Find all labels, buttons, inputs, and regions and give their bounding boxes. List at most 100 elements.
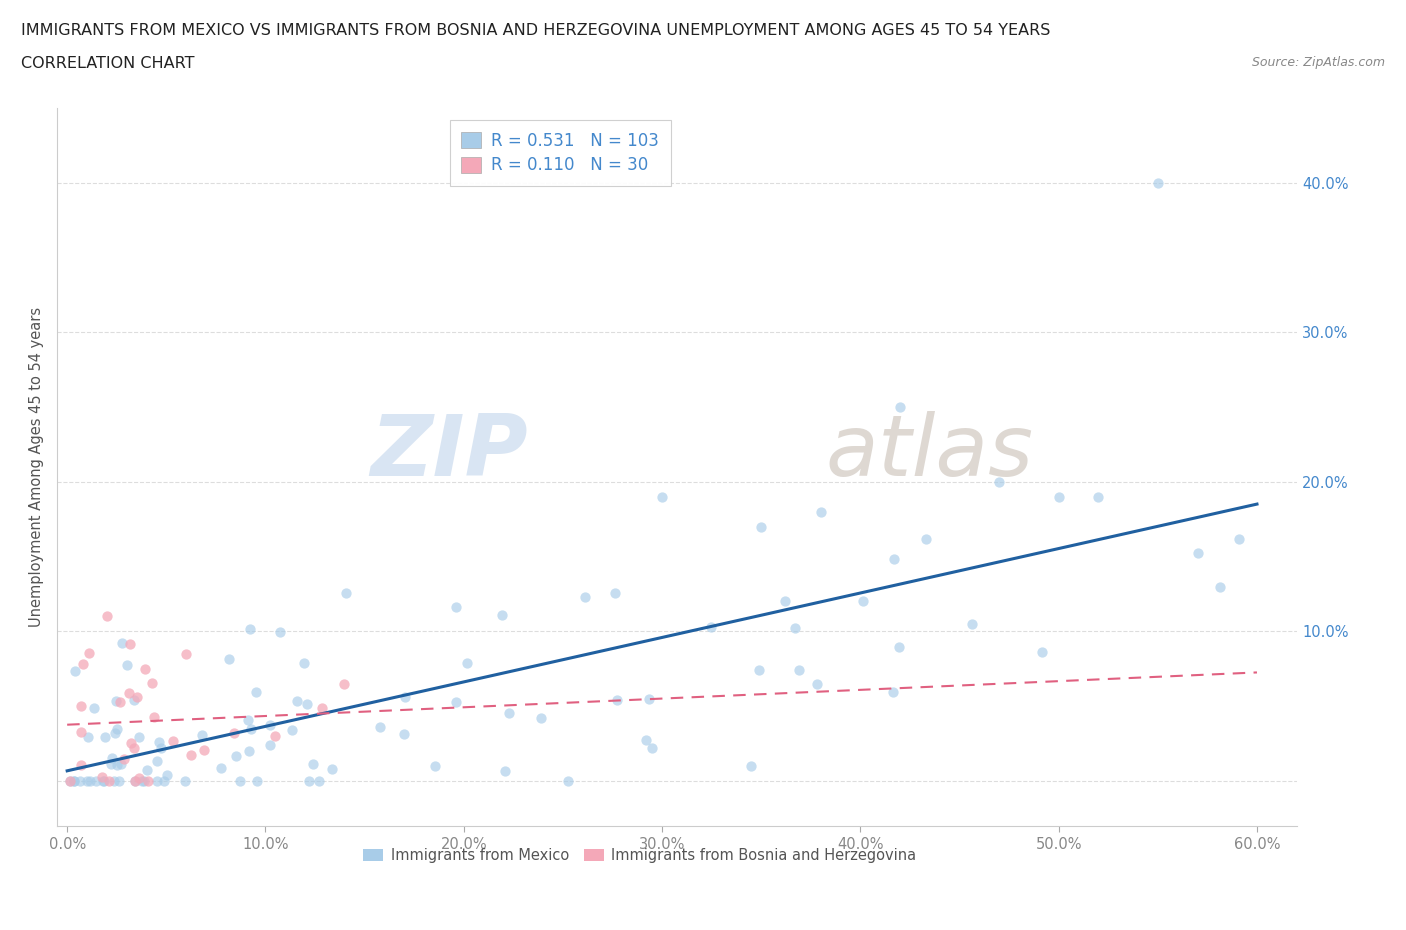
Point: [606, 693, 628, 708]
Point: [83, 700, 105, 715]
Point: [105, 758, 128, 773]
Point: [311, 701, 333, 716]
Point: [142, 711, 165, 725]
Point: [110, 635, 132, 650]
Point: [882, 684, 904, 699]
Point: [191, 727, 214, 742]
Point: [225, 749, 247, 764]
Point: [298, 774, 321, 789]
Point: [125, 690, 148, 705]
Point: [94, 729, 117, 744]
Point: [259, 717, 281, 732]
Point: [651, 489, 673, 504]
Point: [239, 722, 262, 737]
Point: [69, 774, 91, 789]
Legend: Immigrants from Mexico, Immigrants from Bosnia and Herzegovina: Immigrants from Mexico, Immigrants from …: [357, 842, 922, 869]
Point: [105, 722, 128, 737]
Point: [174, 646, 197, 661]
Point: [332, 677, 354, 692]
Point: [122, 692, 145, 707]
Point: [173, 774, 195, 789]
Point: [193, 742, 215, 757]
Text: Source: ZipAtlas.com: Source: ZipAtlas.com: [1251, 56, 1385, 69]
Point: [110, 757, 132, 772]
Point: [209, 760, 232, 775]
Point: [1227, 531, 1250, 546]
Point: [59, 774, 82, 789]
Point: [749, 519, 772, 534]
Point: [112, 751, 135, 766]
Point: [494, 764, 516, 778]
Point: [69, 724, 91, 739]
Point: [93, 774, 115, 789]
Point: [148, 734, 170, 749]
Point: [245, 684, 267, 699]
Point: [775, 593, 797, 608]
Point: [498, 705, 520, 720]
Point: [308, 774, 330, 789]
Point: [93, 774, 115, 789]
Point: [100, 757, 122, 772]
Point: [988, 474, 1011, 489]
Text: ZIP: ZIP: [371, 411, 529, 494]
Point: [530, 711, 553, 725]
Point: [238, 744, 260, 759]
Point: [640, 740, 662, 755]
Point: [63, 774, 86, 789]
Point: [146, 774, 169, 789]
Point: [222, 726, 245, 741]
Point: [72, 657, 94, 671]
Point: [557, 774, 579, 789]
Point: [77, 729, 100, 744]
Point: [748, 663, 770, 678]
Point: [155, 768, 177, 783]
Point: [115, 658, 138, 672]
Point: [180, 748, 202, 763]
Point: [91, 769, 114, 784]
Point: [269, 625, 291, 640]
Point: [1047, 489, 1070, 504]
Point: [281, 723, 304, 737]
Point: [259, 737, 281, 752]
Point: [370, 720, 392, 735]
Point: [69, 698, 91, 713]
Point: [124, 774, 146, 789]
Point: [69, 758, 91, 773]
Point: [1031, 644, 1053, 659]
Point: [150, 741, 173, 756]
Point: [162, 733, 184, 748]
Point: [446, 695, 468, 710]
Point: [62, 774, 84, 789]
Point: [335, 585, 357, 600]
Point: [785, 620, 807, 635]
Text: IMMIGRANTS FROM MEXICO VS IMMIGRANTS FROM BOSNIA AND HERZEGOVINA UNEMPLOYMENT AM: IMMIGRANTS FROM MEXICO VS IMMIGRANTS FRO…: [21, 23, 1050, 38]
Point: [1187, 546, 1209, 561]
Point: [229, 774, 252, 789]
Point: [637, 692, 659, 707]
Point: [446, 600, 468, 615]
Point: [76, 774, 98, 789]
Point: [1087, 489, 1109, 504]
Point: [960, 617, 983, 631]
Point: [118, 685, 141, 700]
Point: [700, 620, 723, 635]
Point: [239, 621, 262, 636]
Point: [135, 763, 157, 777]
Point: [491, 607, 513, 622]
Point: [79, 774, 101, 789]
Point: [740, 759, 762, 774]
Point: [108, 695, 131, 710]
Point: [603, 586, 626, 601]
Point: [104, 694, 127, 709]
Text: atlas: atlas: [825, 411, 1033, 494]
Point: [394, 690, 416, 705]
Point: [392, 727, 415, 742]
Point: [136, 774, 159, 789]
Point: [423, 758, 446, 773]
Point: [456, 656, 478, 671]
Point: [889, 400, 911, 415]
Point: [915, 532, 938, 547]
Point: [574, 590, 596, 604]
Point: [128, 730, 150, 745]
Point: [810, 504, 832, 519]
